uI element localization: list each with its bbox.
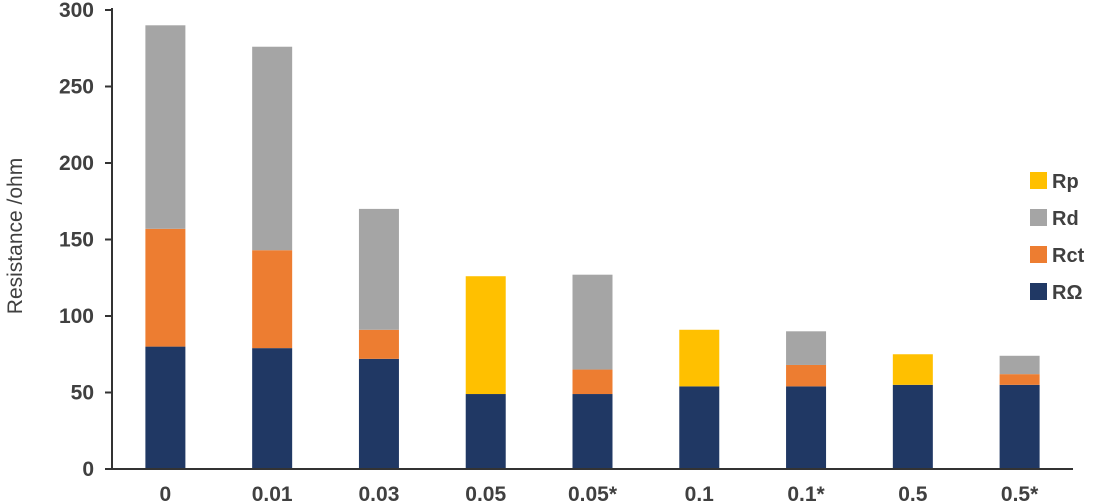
y-tick-label: 0 bbox=[82, 458, 94, 481]
bar-segment-rd-0.01 bbox=[252, 46, 293, 251]
y-tick-label: 50 bbox=[71, 382, 94, 405]
bar-segment-rd-0.5* bbox=[999, 355, 1040, 375]
bar-segment-rct-0.5* bbox=[999, 374, 1040, 385]
x-tick-label: 0.1* bbox=[787, 483, 825, 504]
bars bbox=[145, 25, 1040, 469]
x-tick-label: 0.5* bbox=[1001, 483, 1039, 504]
legend: Rp Rd Rct RΩ bbox=[1030, 171, 1085, 304]
bar-segment-rct-0.01 bbox=[252, 250, 293, 349]
bar-segment-rd-0 bbox=[145, 25, 186, 229]
bar-segment-rct-0 bbox=[145, 228, 186, 347]
x-tick-label: 0 bbox=[160, 483, 172, 504]
legend-swatch bbox=[1030, 172, 1047, 189]
y-tick-label: 100 bbox=[59, 305, 94, 328]
legend-label: Rd bbox=[1052, 208, 1079, 230]
legend-label: RΩ bbox=[1052, 282, 1082, 304]
bar-segment-rp-0.5 bbox=[892, 354, 933, 385]
bar-segment-rω-0 bbox=[145, 346, 186, 469]
y-axis-ticks: 0 50 100 150 200 250 300 bbox=[59, 0, 112, 481]
bar-segment-rct-0.03 bbox=[358, 329, 399, 359]
y-tick-label: 150 bbox=[59, 229, 94, 252]
y-tick-label: 250 bbox=[59, 76, 94, 99]
legend-label: Rp bbox=[1052, 171, 1079, 193]
x-tick-label: 0.01 bbox=[252, 483, 293, 504]
bar-segment-rω-0.01 bbox=[252, 348, 293, 469]
x-axis-ticks: 0 0.01 0.03 0.05 0.05* 0.1 0.1* 0.5 0.5* bbox=[160, 483, 1040, 504]
bar-segment-rd-0.03 bbox=[358, 208, 399, 330]
bar-segment-rω-0.05 bbox=[465, 394, 506, 469]
bar-segment-rp-0.1 bbox=[679, 329, 720, 387]
bar-segment-rd-0.05* bbox=[572, 274, 613, 370]
bar-segment-rω-0.5* bbox=[999, 384, 1040, 469]
y-axis-label: Resistance /ohm bbox=[4, 158, 27, 314]
x-tick-label: 0.1 bbox=[685, 483, 715, 504]
y-tick-label: 200 bbox=[59, 152, 94, 175]
bar-segment-rp-0.05 bbox=[465, 276, 506, 395]
legend-swatch bbox=[1030, 246, 1047, 263]
x-tick-label: 0.5 bbox=[898, 483, 928, 504]
bar-segment-rω-0.5 bbox=[892, 384, 933, 469]
legend-swatch bbox=[1030, 209, 1047, 226]
bar-segment-rct-0.05* bbox=[572, 369, 613, 395]
bar-segment-rct-0.1* bbox=[786, 364, 827, 387]
y-tick-label: 300 bbox=[59, 0, 94, 22]
bar-segment-rω-0.1 bbox=[679, 386, 720, 469]
x-tick-label: 0.05* bbox=[568, 483, 618, 504]
bar-segment-rd-0.1* bbox=[786, 331, 827, 365]
bar-segment-rω-0.1* bbox=[786, 386, 827, 469]
x-tick-label: 0.03 bbox=[359, 483, 400, 504]
legend-swatch bbox=[1030, 283, 1047, 300]
bar-segment-rω-0.03 bbox=[358, 358, 399, 469]
legend-label: Rct bbox=[1052, 245, 1085, 267]
bar-segment-rω-0.05* bbox=[572, 394, 613, 469]
x-tick-label: 0.05 bbox=[465, 483, 506, 504]
